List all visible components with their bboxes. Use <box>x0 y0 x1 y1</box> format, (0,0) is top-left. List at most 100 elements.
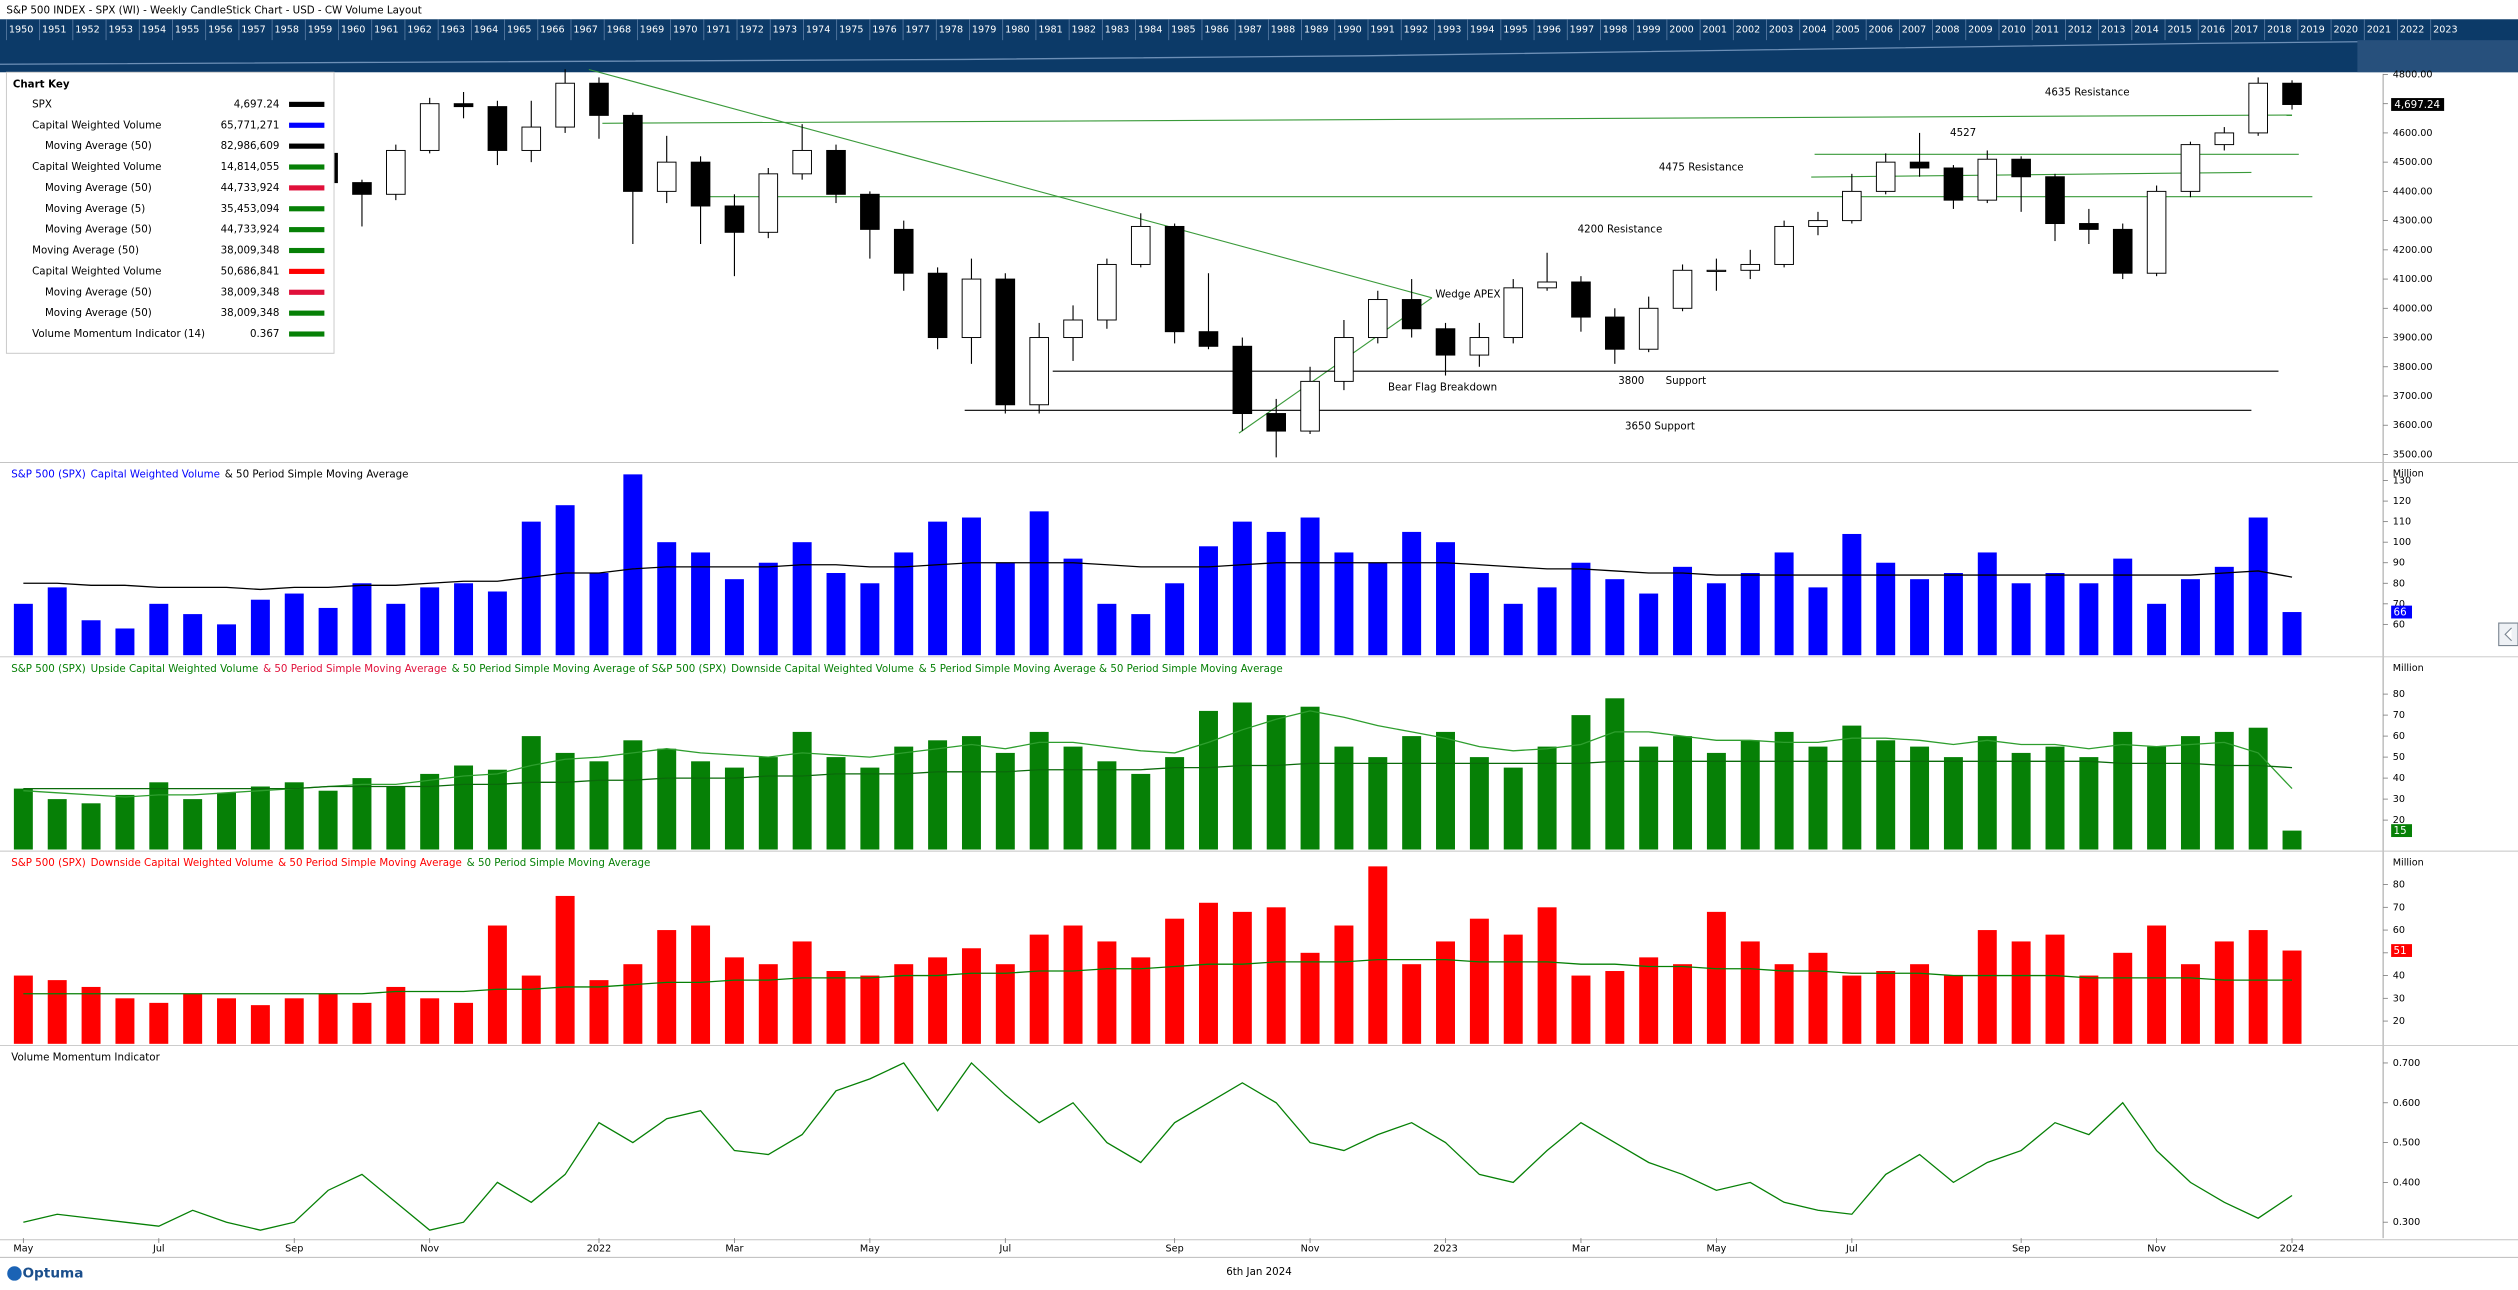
year-label: 1963 <box>441 25 466 36</box>
volume-bar <box>1063 746 1083 850</box>
x-tick-label: May <box>1706 1244 1726 1255</box>
volume-bar <box>1097 761 1117 850</box>
volume-bar <box>1469 918 1489 1044</box>
x-tick-label: 2023 <box>1433 1244 1458 1255</box>
year-label: 1979 <box>972 25 996 36</box>
year-label: 1987 <box>1238 25 1263 36</box>
y-tick-label: 3800.00 <box>2393 362 2433 373</box>
chart-annotation: 4200 Resistance <box>1578 223 1663 235</box>
volume-bar <box>758 757 778 850</box>
x-tick-label: Nov <box>2147 1244 2166 1255</box>
volume-bar <box>1808 952 1828 1044</box>
volume-bar <box>1469 573 1489 656</box>
key-swatch <box>289 206 325 212</box>
volume-bar <box>1266 715 1286 850</box>
year-label: 1951 <box>42 25 67 36</box>
navigator-window[interactable] <box>2357 40 2518 73</box>
trend-line <box>588 68 1433 299</box>
last-value-label: 66 <box>2394 607 2407 619</box>
y-tick-label: 0.700 <box>2393 1058 2421 1069</box>
key-name: Capital Weighted Volume <box>32 161 161 173</box>
candle-body <box>1401 299 1422 330</box>
candle-body <box>2282 82 2302 105</box>
candle-body <box>352 182 372 195</box>
volume-bar <box>928 740 948 850</box>
year-label: 1956 <box>208 25 233 36</box>
volume-bar <box>826 573 846 656</box>
year-navigator[interactable]: 1950 1951 1952 1953 1954 1955 1956 1957 1958 1959… <box>0 19 2518 73</box>
volume-bar <box>1706 752 1726 850</box>
volume-bar <box>2011 583 2031 656</box>
volume-bar <box>2248 930 2268 1044</box>
volume-bar <box>657 542 677 656</box>
year-label: 1962 <box>407 25 432 36</box>
volume-bar <box>1910 964 1930 1044</box>
candle-body <box>623 114 643 192</box>
year-label: 2022 <box>2400 25 2425 36</box>
side-panel-toggle[interactable] <box>2498 622 2518 647</box>
chart-key-box <box>5 71 335 354</box>
candle-body <box>1469 337 1490 356</box>
candle-body <box>961 278 982 339</box>
volume-bar <box>13 603 33 656</box>
y-tick-label: 20 <box>2393 815 2405 826</box>
volume-bar <box>657 930 677 1044</box>
panel-title-part: S&P 500 (SPX) <box>11 663 86 675</box>
key-name: Moving Average (50) <box>45 140 152 152</box>
key-name: Moving Average (50) <box>45 307 152 319</box>
chart-annotation: 4475 Resistance <box>1659 161 1744 173</box>
x-tick-label: Mar <box>725 1244 743 1255</box>
candle-body <box>1537 281 1557 289</box>
year-label: 1975 <box>839 25 864 36</box>
volume-bar <box>860 975 880 1044</box>
y-tick-label: 80 <box>2393 578 2405 589</box>
year-label: 1977 <box>905 25 930 36</box>
candle-body <box>826 149 846 195</box>
volume-bar <box>2282 830 2302 850</box>
last-value-label: 51 <box>2394 945 2407 957</box>
volume-bar <box>657 748 677 850</box>
volume-bar <box>1876 562 1896 656</box>
candle-body <box>860 193 880 230</box>
volume-bar <box>826 757 846 850</box>
key-name: Moving Average (50) <box>32 245 139 257</box>
y-tick-label: 4300.00 <box>2393 216 2433 227</box>
panel-title-part: & 50 Period Simple Moving Average <box>263 663 447 675</box>
volume-bar <box>352 1002 372 1044</box>
chart-annotation: 3650 Support <box>1625 421 1695 433</box>
volume-bar <box>183 993 203 1044</box>
year-label: 2004 <box>1802 25 1827 36</box>
volume-bar <box>1368 757 1388 850</box>
candle-body <box>1097 263 1117 321</box>
key-value: 82,986,609 <box>221 140 280 152</box>
volume-bar <box>1673 964 1693 1044</box>
volume-bar <box>1131 614 1151 656</box>
key-swatch <box>289 143 325 149</box>
volume-bar <box>1402 531 1422 656</box>
y-tick-label: 50 <box>2393 752 2405 763</box>
volume-bar <box>995 752 1015 850</box>
candle-body <box>927 272 948 339</box>
volume-bar <box>1402 736 1422 850</box>
year-label: 1988 <box>1271 25 1296 36</box>
key-name: Moving Average (50) <box>45 224 152 236</box>
y-tick-label: 60 <box>2393 619 2405 630</box>
last-value-badge <box>2391 824 2413 838</box>
chart-annotation: 4527 <box>1950 127 1976 139</box>
volume-bar <box>1436 542 1455 656</box>
volume-bar <box>860 583 880 656</box>
panel-title-part: Volume Momentum Indicator <box>11 1051 160 1063</box>
candle-body <box>656 161 677 192</box>
volume-bar <box>589 761 609 850</box>
last-value-badge <box>2391 944 2413 957</box>
key-value: 38,009,348 <box>221 245 280 257</box>
year-label: 1968 <box>607 25 632 36</box>
volume-bar <box>961 948 981 1044</box>
candle-body <box>2112 228 2133 274</box>
volume-bar <box>1097 603 1117 656</box>
candle-body <box>1842 190 1862 222</box>
year-label: 2023 <box>2433 25 2458 36</box>
year-label: 1990 <box>1337 25 1361 36</box>
volume-bar <box>1740 573 1760 656</box>
key-value: 65,771,271 <box>221 119 280 131</box>
